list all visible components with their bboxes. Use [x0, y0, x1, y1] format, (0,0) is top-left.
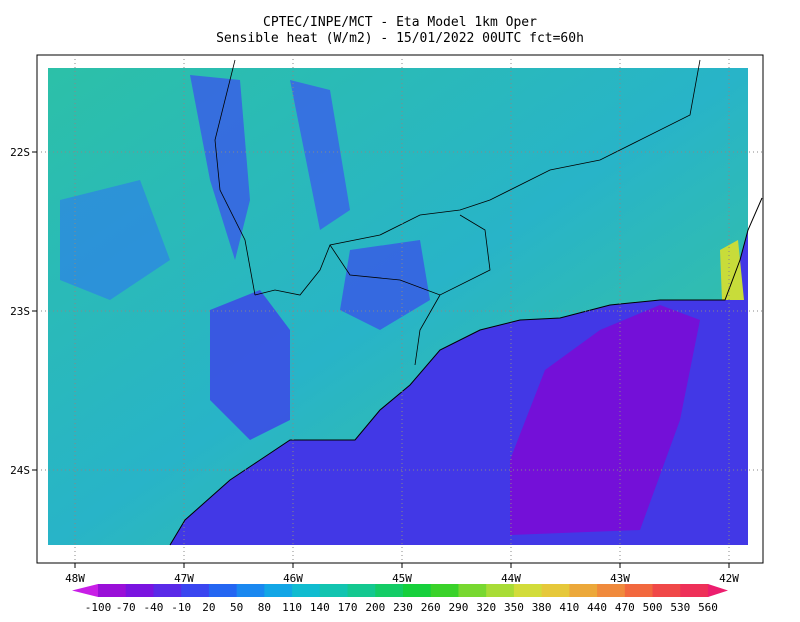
- colorbar-box: [153, 584, 182, 597]
- colorbar-box: [292, 584, 321, 597]
- colorbar-box: [513, 584, 543, 597]
- colorbar-label: 290: [449, 601, 469, 614]
- colorbar-label: -100: [85, 601, 112, 614]
- graticule: 48W 47W 46W 45W 44W 43W 42W 22S 23S 24S: [10, 55, 763, 585]
- colorbar-box: [181, 584, 210, 597]
- low-flux-area: [290, 80, 350, 230]
- lon-label: 46W: [283, 572, 303, 585]
- colorbar-box: [319, 584, 349, 597]
- colorbar-box: [652, 584, 681, 597]
- colorbar-box: [624, 584, 654, 597]
- lon-label: 42W: [719, 572, 739, 585]
- lon-label: 48W: [65, 572, 85, 585]
- lat-label: 22S: [10, 146, 30, 159]
- colorbar-box: [430, 584, 459, 597]
- colorbar-label: 200: [365, 601, 385, 614]
- colorbar-label: 50: [230, 601, 243, 614]
- colorbar-arrow: [708, 584, 728, 597]
- colorbar-box: [458, 584, 487, 597]
- subtitle: Sensible heat (W/m2) - 15/01/2022 00UTC …: [216, 31, 584, 46]
- colorbar-box: [98, 584, 127, 597]
- lat-label: 23S: [10, 305, 30, 318]
- colorbar-box: [597, 584, 626, 597]
- colorbar-label: 320: [476, 601, 496, 614]
- colorbar-box: [569, 584, 598, 597]
- colorbar-label: 440: [587, 601, 607, 614]
- colorbar-label: 230: [393, 601, 413, 614]
- title: CPTEC/INPE/MCT - Eta Model 1km Oper: [263, 15, 537, 30]
- lon-label: 43W: [610, 572, 630, 585]
- low-flux-area: [190, 75, 250, 260]
- colorbar: -100 -70 -40 -10 20 50 80 110 140 170 200 230 260 290…: [72, 584, 728, 614]
- lon-label: 47W: [174, 572, 194, 585]
- high-flux-area: [720, 240, 744, 300]
- colorbar-label: 350: [504, 601, 524, 614]
- colorbar-box: [486, 584, 515, 597]
- colorbar-box: [541, 584, 570, 597]
- low-flux-area: [60, 180, 170, 300]
- ocean-low-flux: [510, 305, 700, 535]
- lon-label: 44W: [501, 572, 521, 585]
- colorbar-box: [375, 584, 404, 597]
- colorbar-label: -10: [171, 601, 191, 614]
- coastline: [169, 197, 763, 546]
- colorbar-box: [208, 584, 238, 597]
- low-flux-area: [340, 240, 430, 330]
- colorbar-arrow: [72, 584, 98, 597]
- colorbar-box: [680, 584, 709, 597]
- state-borders: [214, 59, 701, 366]
- lat-label: 24S: [10, 464, 30, 477]
- colorbar-box: [403, 584, 432, 597]
- field: [48, 59, 763, 546]
- colorbar-box: [236, 584, 265, 597]
- colorbar-label: 260: [421, 601, 441, 614]
- colorbar-label: 20: [202, 601, 215, 614]
- lon-label: 45W: [392, 572, 412, 585]
- colorbar-box: [264, 584, 293, 597]
- colorbar-label: 80: [258, 601, 271, 614]
- colorbar-label: 500: [643, 601, 663, 614]
- colorbar-box: [347, 584, 376, 597]
- colorbar-label: 410: [559, 601, 579, 614]
- colorbar-label: 380: [532, 601, 552, 614]
- colorbar-box: [125, 584, 154, 597]
- colorbar-label: 140: [310, 601, 330, 614]
- low-flux-area: [210, 290, 290, 440]
- colorbar-label: 110: [282, 601, 302, 614]
- colorbar-label: 470: [615, 601, 635, 614]
- colorbar-label: 530: [670, 601, 690, 614]
- colorbar-label: 560: [698, 601, 718, 614]
- colorbar-label: -70: [116, 601, 136, 614]
- colorbar-label: 170: [338, 601, 358, 614]
- colorbar-label: -40: [144, 601, 164, 614]
